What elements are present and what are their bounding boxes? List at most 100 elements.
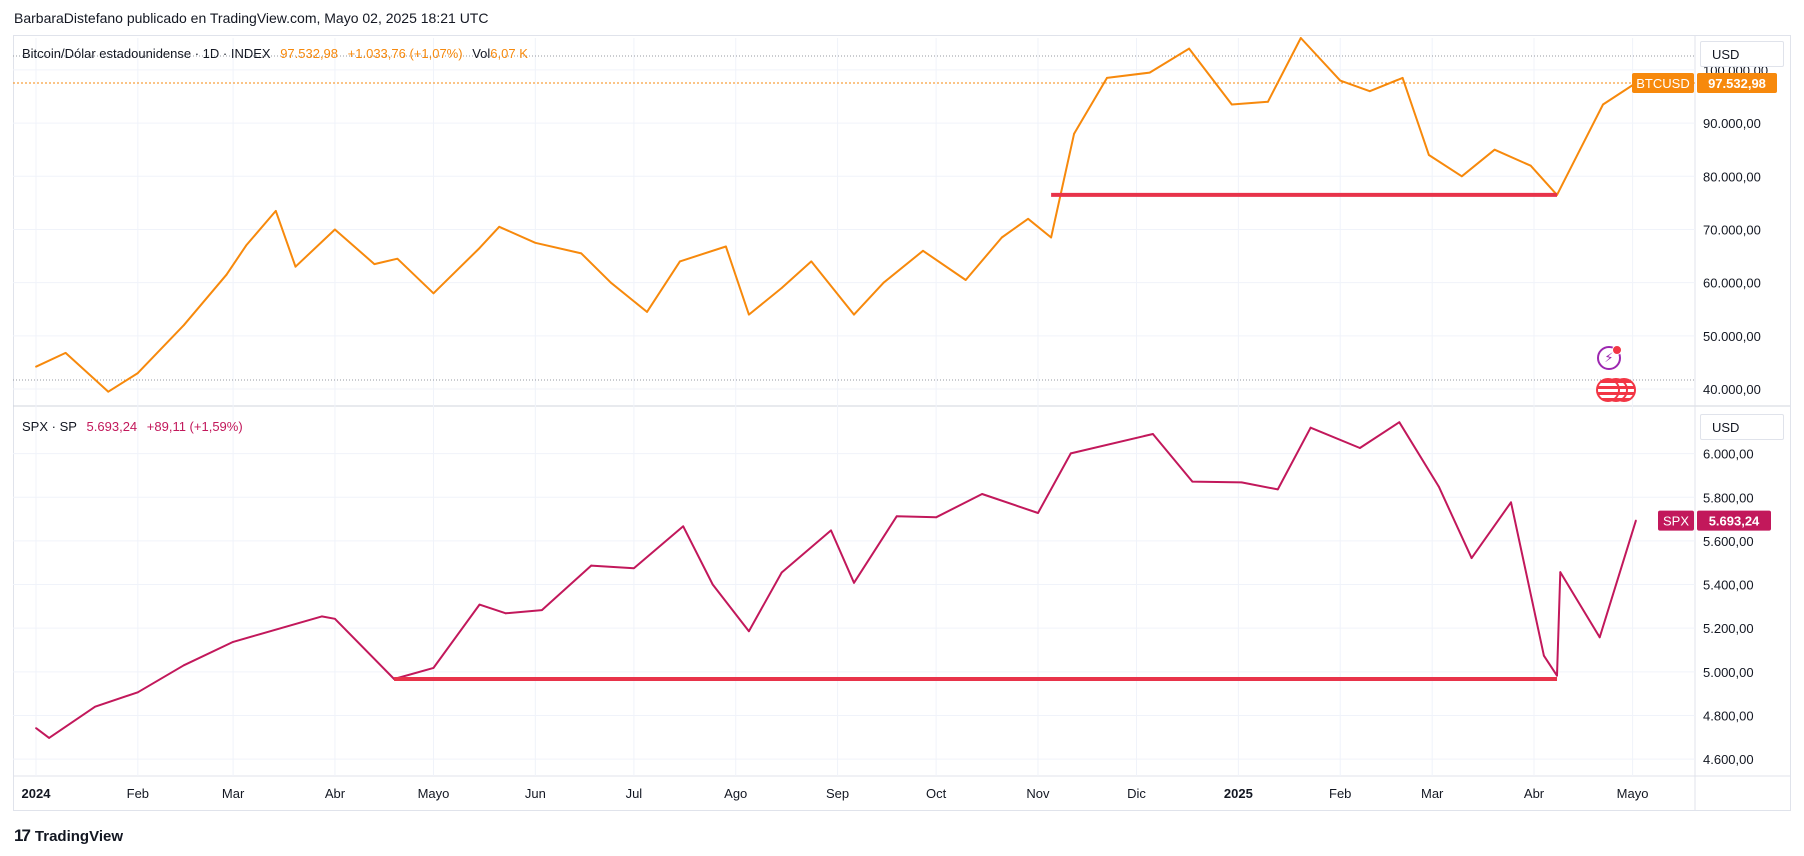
chart-frame[interactable] <box>13 35 1791 811</box>
spx-data-point <box>1191 480 1194 483</box>
btc-data-point <box>1579 148 1581 151</box>
spx-symbol-tag-bg <box>1658 510 1694 531</box>
btc-data-point <box>1339 79 1342 82</box>
spx-y-tick-label: 5.600,00 <box>1703 534 1754 549</box>
spx-data-point <box>1309 426 1312 429</box>
spx-data-point <box>895 515 898 518</box>
spx-data-point <box>1398 421 1401 424</box>
spx-legend-change: +89,11 (+1,59%) <box>146 419 243 434</box>
spx-data-point <box>632 567 635 570</box>
btc-data-point <box>646 311 648 313</box>
spx-data-point <box>747 630 750 633</box>
btc-data-point <box>964 279 967 281</box>
btc-data-point <box>1050 236 1053 239</box>
spx-data-point <box>682 525 685 528</box>
spx-y-tick-label: 5.400,00 <box>1703 578 1754 593</box>
spx-data-point <box>136 691 139 694</box>
x-tick-label: Abr <box>325 786 346 801</box>
btc-symbol-tag: BTCUSD <box>1636 76 1689 91</box>
spx-data-point <box>1598 636 1601 639</box>
btc-data-point <box>1027 217 1030 220</box>
x-tick-label: 2025 <box>1224 786 1253 801</box>
btc-data-point <box>882 281 885 284</box>
x-tick-label: Feb <box>127 786 149 801</box>
spx-data-point <box>48 737 51 739</box>
spx-price-tag-bg <box>1697 510 1771 531</box>
x-tick-label: Mar <box>222 786 245 801</box>
spx-data-point <box>711 583 714 586</box>
btc-y-tick-label: 90.000,00 <box>1703 116 1761 131</box>
btc-data-point <box>136 372 139 374</box>
x-tick-label: Feb <box>1329 786 1351 801</box>
spx-data-point <box>981 493 984 495</box>
btc-data-point <box>1529 164 1532 167</box>
spx-data-point <box>94 705 97 708</box>
btc-data-point <box>1401 76 1404 79</box>
btc-data-point <box>334 228 336 231</box>
btc-data-point <box>1106 76 1108 79</box>
btc-data-point <box>107 390 110 393</box>
btc-data-point <box>580 252 583 255</box>
spx-data-point <box>232 641 235 643</box>
btc-y-tick-label: 70.000,00 <box>1703 222 1761 237</box>
btc-legend-symbol: Bitcoin/Dólar estadounidense · 1D · INDE… <box>22 46 271 61</box>
spx-currency-button[interactable]: USD <box>1700 414 1784 440</box>
btc-data-point <box>64 351 67 354</box>
btc-y-tick-label: 40.000,00 <box>1703 382 1761 397</box>
spx-price-tag: 5.693,24 <box>1709 514 1760 529</box>
btc-data-point <box>373 263 376 265</box>
spx-symbol-tag: SPX <box>1663 514 1689 529</box>
btc-data-point <box>1602 103 1604 106</box>
lightning-event-icon[interactable]: ⚡ <box>1597 345 1622 370</box>
spx-data-point <box>1559 571 1562 574</box>
btc-data-point <box>922 249 924 252</box>
btc-currency-button[interactable]: USD <box>1700 41 1784 67</box>
btc-data-point <box>1148 71 1151 74</box>
btc-data-point <box>780 287 783 289</box>
btc-data-point <box>609 281 612 284</box>
btc-data-point <box>182 324 185 327</box>
spx-data-point <box>1437 485 1440 488</box>
spx-data-point <box>935 516 938 519</box>
btc-data-point <box>1000 236 1003 239</box>
spx-data-point <box>1240 481 1243 484</box>
btc-data-point <box>498 225 501 228</box>
spx-data-point <box>182 664 185 667</box>
btc-data-point <box>1493 148 1496 151</box>
x-tick-label: Nov <box>1026 786 1050 801</box>
btc-legend[interactable]: Bitcoin/Dólar estadounidense · 1D · INDE… <box>22 46 534 61</box>
btc-data-point <box>225 273 228 276</box>
spx-data-point <box>830 529 832 532</box>
spx-legend-last: 5.693,24 <box>86 419 138 434</box>
x-tick-label: Ago <box>724 786 747 801</box>
btc-data-point <box>274 209 277 212</box>
tradingview-logo-icon: 17 <box>14 826 31 845</box>
spx-data-point <box>478 603 481 606</box>
spx-data-point <box>1470 557 1473 560</box>
publication-byline: BarbaraDistefano publicado en TradingVie… <box>14 10 489 26</box>
spx-data-point <box>1276 488 1279 491</box>
btc-data-point <box>1299 37 1302 39</box>
spx-legend-symbol: SPX · SP <box>22 419 77 434</box>
btc-data-point <box>1460 175 1463 178</box>
btc-y-tick-label: 80.000,00 <box>1703 169 1761 184</box>
us-flag-event-icon[interactable] <box>1596 378 1620 402</box>
spx-data-point <box>541 609 543 611</box>
tradingview-footer[interactable]: 17 TradingView <box>14 826 123 846</box>
x-tick-label: Mar <box>1421 786 1444 801</box>
spx-legend[interactable]: SPX · SP 5.693,24 +89,11 (+1,59%) <box>22 419 249 434</box>
btc-data-point <box>245 244 248 247</box>
btc-data-point <box>1428 154 1430 156</box>
spx-y-tick-label: 5.200,00 <box>1703 621 1754 636</box>
spx-data-point <box>1152 433 1154 435</box>
spx-y-tick-label: 4.600,00 <box>1703 752 1754 767</box>
spx-y-tick-label: 5.000,00 <box>1703 665 1754 680</box>
x-tick-label: Jul <box>626 786 643 801</box>
btc-data-point <box>1267 100 1269 103</box>
x-tick-label: 2024 <box>22 786 52 801</box>
btc-data-point <box>810 260 813 263</box>
tradingview-brand: TradingView <box>34 827 124 845</box>
btc-price-tag: 97.532,98 <box>1708 76 1766 91</box>
btc-data-point <box>1073 132 1076 135</box>
